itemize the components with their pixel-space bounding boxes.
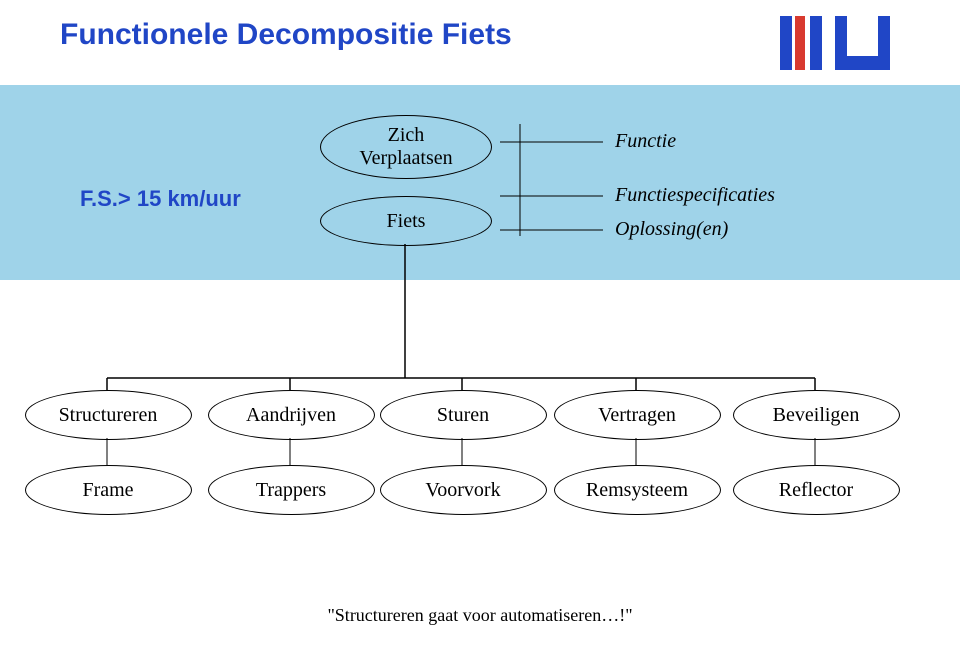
child-solution-oval: Voorvork: [380, 465, 547, 515]
root-solution-oval: Fiets: [320, 196, 492, 246]
background-band-top: [0, 85, 960, 280]
child-function-oval: Vertragen: [554, 390, 721, 440]
hu-logo: [780, 16, 900, 70]
footer-quote: "Structureren gaat voor automatiseren…!": [0, 605, 960, 626]
root-function-label: Zich Verplaatsen: [359, 124, 452, 170]
page-title: Functionele Decompositie Fiets: [60, 18, 512, 52]
child-function-oval: Sturen: [380, 390, 547, 440]
speed-annotation: F.S.> 15 km/uur: [80, 186, 241, 212]
child-function-oval: Beveiligen: [733, 390, 900, 440]
root-solution-label: Fiets: [387, 210, 426, 233]
legend-spec: Functiespecificaties: [615, 184, 775, 207]
child-solution-oval: Remsysteem: [554, 465, 721, 515]
child-function-oval: Aandrijven: [208, 390, 375, 440]
child-solution-oval: Reflector: [733, 465, 900, 515]
child-solution-oval: Trappers: [208, 465, 375, 515]
root-function-oval: Zich Verplaatsen: [320, 115, 492, 179]
slide: Functionele Decompositie Fiets F.S.> 15 …: [0, 0, 960, 661]
legend-functie: Functie: [615, 130, 676, 153]
legend-oplossing: Oplossing(en): [615, 218, 728, 241]
child-solution-oval: Frame: [25, 465, 192, 515]
child-function-oval: Structureren: [25, 390, 192, 440]
